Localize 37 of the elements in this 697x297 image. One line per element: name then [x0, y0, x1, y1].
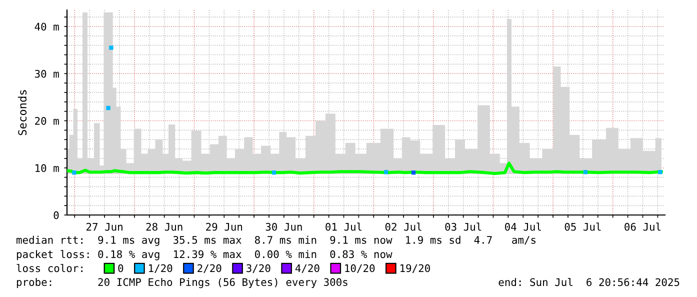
legend-label: 1/20 [149, 264, 172, 273]
x-tick-label: 29 Jun [206, 222, 242, 231]
legend-label: 2/20 [198, 264, 222, 273]
line-series [67, 162, 663, 176]
legend-label: 10/20 [345, 264, 375, 273]
x-tick-label: 05 Jul [564, 222, 601, 231]
y-axis-title: Seconds [18, 90, 27, 136]
x-tick-label: 27 Jun [86, 222, 122, 231]
point [106, 106, 110, 110]
point [384, 170, 388, 174]
text: packet loss: 0.18 % avg 12.39 % max 0.00 % min 0.83 % now [16, 250, 392, 260]
point [109, 46, 114, 50]
point [272, 170, 276, 175]
x-tick-label: 30 Jun [266, 222, 302, 231]
x-tick-label: 28 Jun [146, 222, 182, 231]
y-tick-label: 10 m [36, 164, 59, 172]
point [411, 170, 416, 175]
text: median rtt: 9.1 ms avg 35.5 ms max 8.7 ms min 9.1 ms now 1.9 ms sd 4.7 am/s [16, 236, 536, 246]
x-tick-label: 03 Jul [445, 222, 482, 231]
y-tick-label: 40 m [34, 22, 59, 31]
point [658, 170, 662, 174]
y-tick-label: 0 [54, 211, 59, 220]
x-tick-label: 01 Jul [326, 222, 362, 231]
legend-label: 19/20 [400, 264, 430, 273]
legend-label: 3/20 [246, 264, 270, 273]
x-tick-label: 02 Jul [385, 222, 422, 231]
x-tick-label: 04 Jul [505, 222, 541, 231]
x-tick-label: 06 Jul [624, 222, 661, 231]
y-tick-label: 30 m [34, 70, 59, 78]
legend-label: 0 [118, 264, 124, 272]
legend-title: loss color: [16, 264, 82, 272]
text: probe: 20 ICMP Echo Pings (56 Bytes) every 300s [16, 278, 348, 288]
y-tick-label: 20 m [35, 117, 59, 125]
legend-label: 4/20 [295, 264, 320, 273]
point [583, 170, 588, 174]
text: end: Sun Jul 6 20:56:44 2025 [498, 278, 680, 286]
point [72, 170, 76, 175]
